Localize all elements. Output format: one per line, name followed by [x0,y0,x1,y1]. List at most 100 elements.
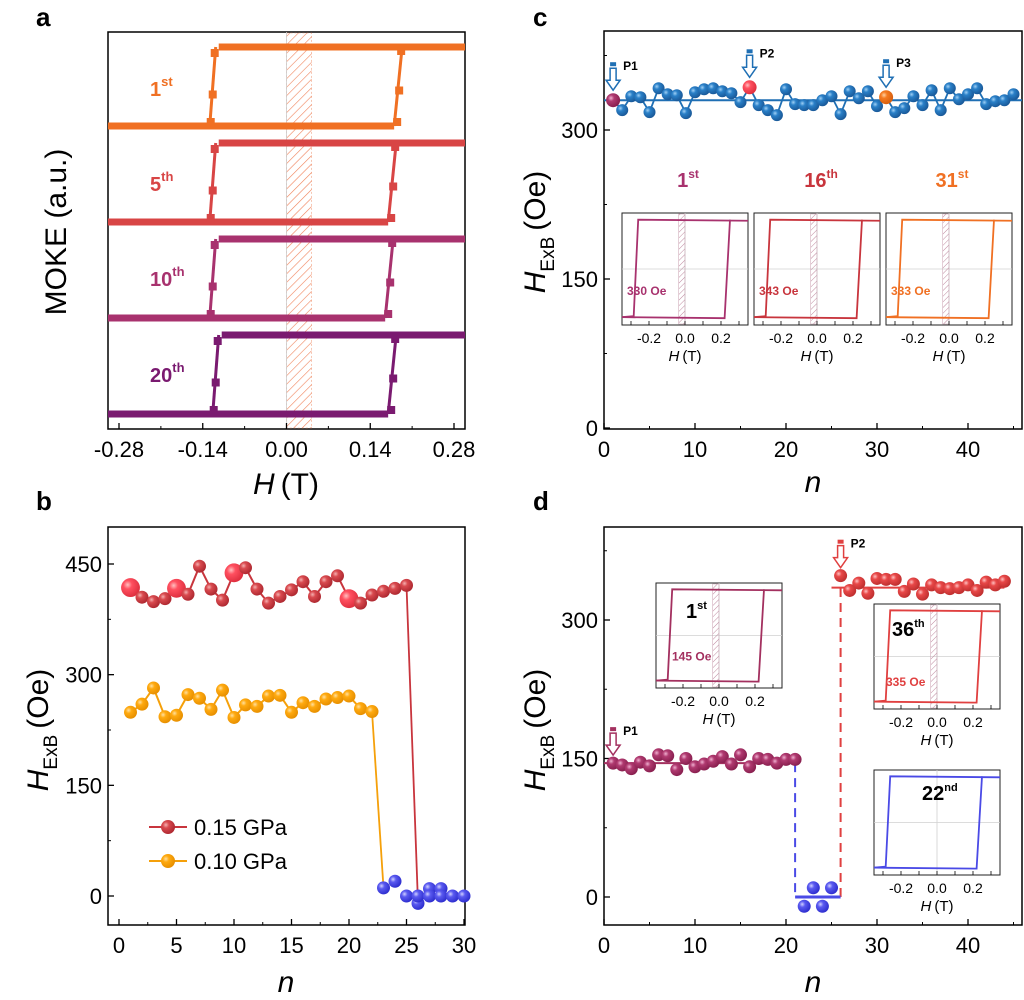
cycle-suffix: th [161,169,173,184]
series-010gpa-point [135,697,149,711]
inset-x-unit: (T) [934,732,953,749]
x-tick-label: 10 [683,933,707,958]
y-tick-label: 450 [65,552,102,577]
series-010gpa-point [216,683,229,697]
x-tick-label: 20 [774,933,798,958]
series-cycles-point [707,82,720,95]
inset-title-suffix: nd [944,782,957,794]
series-cycles-point [679,107,692,120]
series-015gpa-point [262,596,275,610]
x-tick-label: -0.14 [178,437,228,462]
inset-tick-label: -0.2 [901,330,925,346]
series-recovered-point [997,574,1011,588]
series-before-point [679,752,693,765]
series-cycles-point [971,82,984,95]
inset-loop-b [753,219,863,320]
series-before-point [779,752,793,766]
series-before-point [624,762,638,776]
hysteresis-loop-20th: 20th [108,331,465,418]
inset-x-symbol: H [921,898,932,915]
loop-marker [210,145,219,153]
inset-loop-b [655,589,765,683]
series-015gpa-point [339,589,359,609]
x-axis-title-a-unit: (T) [281,468,319,501]
x-tick-label: 0 [113,933,125,958]
series-before-point [661,749,675,763]
legend-label-010: 0.10 GPa [194,849,288,874]
loop-marker [393,118,402,126]
loop-marker [206,214,215,222]
y-title-d-sub: ExB [538,735,559,770]
series-before-point [724,757,738,771]
y-axis-title-c: HExB (Oe) [519,171,559,294]
arrow-down-icon [832,544,850,569]
point-label: P3 [896,56,911,70]
series-recovered-point [906,577,920,591]
series-010gpa-point [158,710,172,724]
highlight-point-P2 [742,80,757,95]
hatched-region [286,32,312,429]
inset-tick-label: -0.2 [889,714,913,730]
inset-tick-label: 0.2 [963,714,983,730]
series-cycles-point [843,85,856,98]
series-cycles-point [916,99,929,112]
series-cycles-point [989,95,1002,108]
arrow-cap [883,59,890,64]
series-failed-point [797,899,811,913]
series-cycles-point [661,88,674,101]
hysteresis-loop-10th: 10th [108,235,465,322]
series-failed-point [815,899,829,913]
series-recovered-point [970,583,984,597]
series-010gpa-point [342,689,356,703]
series-cycles-point [816,94,829,107]
inset-value-label: 343 Oe [759,284,799,298]
panel-label-b: b [36,486,52,516]
cycle-number: 16 [804,170,826,192]
inset-value-label: 333 Oe [891,284,931,298]
series-recovered-point [897,584,911,598]
inset-tick-label: 0.2 [963,880,983,896]
series-010gpa-point [273,688,287,702]
inset-value-label: 145 Oe [672,650,712,664]
cycle-number: 20 [150,365,172,387]
series-010gpa-point [181,688,195,702]
series-010gpa-point [262,689,275,703]
inset-x-unit: (T) [946,348,965,365]
inset-hatch [712,583,720,688]
cycle-number: 31 [936,170,958,192]
loop-marker [208,186,217,195]
x-tick-label: 0.14 [349,437,392,462]
inset-hatch [678,213,686,325]
x-tick-label: 30 [865,437,889,462]
series-cycles-point [734,96,747,109]
series-cycles-point [725,87,738,100]
inset-tick-label: -0.2 [889,880,913,896]
series-010gpa-point [354,702,367,716]
series-cycles-point [952,93,965,106]
arrow-down-icon [741,54,759,79]
inset-x-symbol: H [669,348,680,365]
loop-marker [391,335,400,343]
series-015gpa-point [308,589,321,603]
inset-hatch [930,604,938,709]
loop-left-edge [208,142,218,223]
y-title-b-unit: (Oe) [22,669,55,729]
series-cycles-point [861,85,874,98]
arrow-down-icon [604,67,622,92]
y-title-c-sub: ExB [538,237,559,272]
y-title-b-sub: ExB [41,735,62,770]
panel-label-d: d [533,486,549,516]
series-015gpa-point [365,588,379,602]
series-cycles-point [770,109,783,122]
cycle-suffix: th [172,360,184,375]
panel-label-c: c [533,2,547,32]
x-tick-label: 20 [774,437,798,462]
series-010gpa-point [193,691,206,705]
series-recovered-point [888,572,902,586]
series-015gpa-point [354,596,367,610]
panel-label-a: a [36,2,51,32]
inset-loop-b [873,776,983,870]
series-015gpa-point [204,582,218,596]
